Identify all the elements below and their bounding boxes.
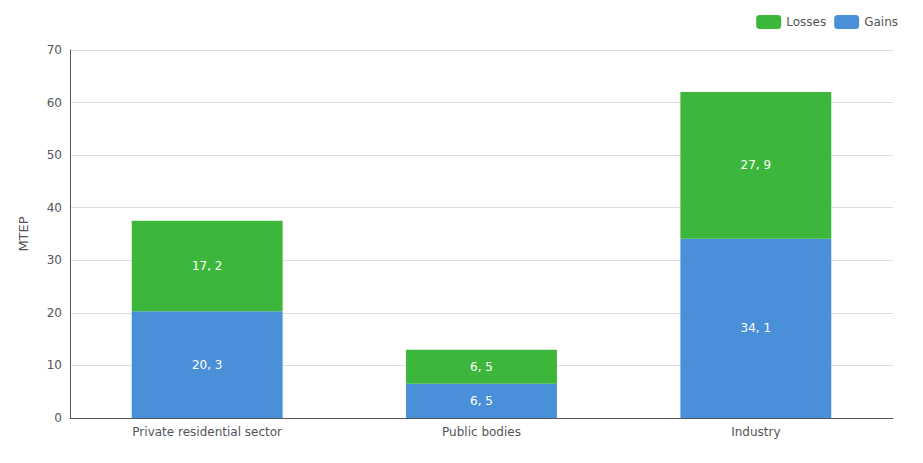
svg-text:6, 5: 6, 5 bbox=[470, 394, 493, 408]
svg-text:10: 10 bbox=[47, 358, 62, 372]
svg-text:20: 20 bbox=[47, 306, 62, 320]
svg-text:70: 70 bbox=[47, 43, 62, 57]
svg-text:17, 2: 17, 2 bbox=[192, 259, 223, 273]
svg-text:40: 40 bbox=[47, 201, 62, 215]
svg-text:20, 3: 20, 3 bbox=[192, 358, 223, 372]
svg-text:Private residential sector: Private residential sector bbox=[132, 425, 282, 439]
svg-text:Industry: Industry bbox=[731, 425, 780, 439]
svg-text:50: 50 bbox=[47, 148, 62, 162]
svg-text:Losses: Losses bbox=[786, 15, 826, 29]
svg-text:27, 9: 27, 9 bbox=[741, 158, 772, 172]
svg-text:30: 30 bbox=[47, 253, 62, 267]
svg-text:MTEP: MTEP bbox=[16, 216, 31, 251]
svg-text:6, 5: 6, 5 bbox=[470, 360, 493, 374]
svg-text:Public bodies: Public bodies bbox=[442, 425, 521, 439]
svg-text:60: 60 bbox=[47, 96, 62, 110]
svg-text:34, 1: 34, 1 bbox=[741, 321, 772, 335]
svg-text:0: 0 bbox=[54, 411, 62, 425]
svg-text:Gains: Gains bbox=[864, 15, 898, 29]
